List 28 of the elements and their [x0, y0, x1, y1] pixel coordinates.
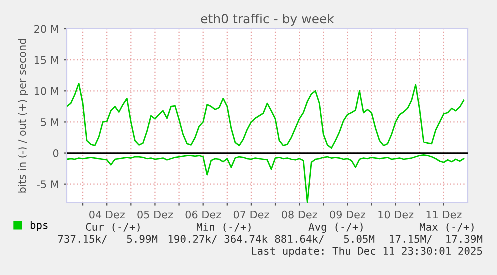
x-tick-label: 07 Dez [234, 210, 270, 219]
legend-label: bps [30, 221, 48, 232]
y-tick-label: 10 M [34, 87, 58, 96]
y-tick-label: 20 M [34, 25, 58, 34]
x-tick-label: 08 Dez [282, 210, 318, 219]
text: 17.15M/ 17.39M [390, 235, 483, 244]
x-tick-label: 11 Dez [426, 210, 462, 219]
y-tick-label: 15 M [34, 56, 58, 64]
text: 881.64k/ 5.05M [275, 234, 375, 244]
text: Cur (-/+) [86, 223, 140, 232]
y-axis-title: bits in (-) / out (+) per second [18, 39, 28, 193]
text: 737.15k/ 5.99M [58, 234, 158, 244]
text: Last update: Thu Dec 11 23:30:01 2025 [252, 246, 482, 258]
y-tick-label: -5 M [37, 180, 58, 188]
line-series [67, 154, 465, 203]
text: 190.27k/ 364.74k [168, 234, 268, 244]
x-tick-label: 04 Dez [90, 210, 125, 219]
x-tick-label: 09 Dez [330, 210, 366, 219]
text: Avg (-/+) [308, 222, 363, 234]
x-tick-label: 06 Dez [186, 210, 222, 219]
text: Min (-/+) [196, 222, 251, 232]
line-series [67, 82, 465, 150]
y-tick-label: 0 [53, 150, 59, 158]
x-tick-label: 10 Dez [378, 210, 414, 219]
y-tick-label: 5 M [41, 118, 58, 126]
x-tick-label: 05 Dez [138, 210, 174, 219]
text: Max (-/+) [420, 223, 474, 232]
chart-title: eth0 traffic - by week [201, 14, 334, 26]
